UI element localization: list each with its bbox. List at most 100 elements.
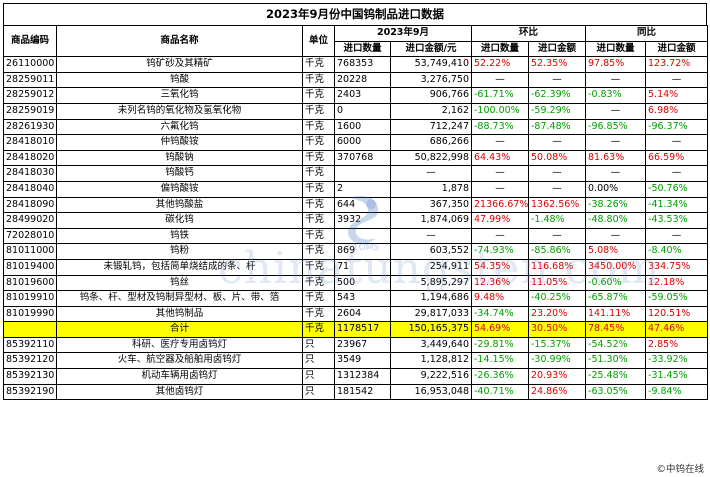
cell-amount: 29,817,033: [390, 305, 472, 323]
cell-name: 钨条、杆、型材及钨制异型材、板、片、带、箔: [56, 290, 303, 307]
cell-code: 28259012: [3, 87, 57, 104]
cell-yoy-qty: -48.80%: [585, 212, 647, 229]
col-header-mom-amount: 进口金额: [527, 40, 587, 58]
cell-unit: 只: [302, 368, 335, 385]
cell-name: 其他钨制品: [56, 305, 303, 323]
cell-yoy-qty: 81.63%: [585, 149, 647, 167]
cell-mom-qty: 21366.67%: [471, 196, 529, 214]
cell-amount: 1,878: [390, 180, 472, 198]
table-row: 81019600 钨丝 千克 500 5,895,297 12.36% 11.05% -0.6…: [3, 274, 709, 292]
cell-unit: 千克: [302, 118, 335, 136]
cell-yoy-amt: -50.76%: [645, 180, 709, 198]
cell-yoy-qty: 5.08%: [585, 243, 647, 260]
cell-yoy-qty: —: [585, 227, 647, 245]
cell-mom-amt: -87.48%: [527, 118, 587, 136]
cell-mom-amt: -40.25%: [527, 290, 587, 307]
cell-code: 81011000: [3, 243, 57, 260]
cell-yoy-amt: —: [645, 134, 709, 151]
cell-yoy-amt: -96.37%: [645, 118, 709, 136]
cell-qty: 71: [334, 258, 391, 276]
cell-mom-qty: -29.81%: [471, 336, 529, 354]
cell-name: 钨酸钙: [56, 165, 303, 182]
table-row: 85392190 其他卤钨灯只 181542 16,953,048 -40.71% 24.…: [3, 383, 709, 401]
table-row: 28259011 钨酸 千克 20228 3,276,750— — — —: [3, 71, 709, 89]
cell-qty: 768353: [334, 56, 391, 73]
cell-qty: 500: [334, 274, 391, 292]
cell-yoy-amt: -8.40%: [645, 243, 709, 260]
cell-amount: 1,128,812: [390, 352, 472, 370]
cell-mom-amt: 23.20%: [527, 305, 587, 323]
cell-mom-amt: -62.39%: [527, 87, 587, 104]
cell-yoy-amt: 6.98%: [645, 102, 709, 120]
cell-mom-amt: —: [527, 180, 587, 198]
cell-code: 28418020: [3, 149, 57, 167]
col-header-yoy: 同比: [585, 25, 709, 42]
cell-qty: 3932: [334, 212, 391, 229]
cell-mom-qty: —: [471, 227, 529, 245]
cell-yoy-amt: 5.14%: [645, 87, 709, 104]
cell-amount: 50,822,998: [390, 149, 472, 167]
cell-unit: 千克: [302, 71, 335, 89]
cell-mom-qty: -100.00%: [471, 102, 529, 120]
cell-yoy-qty: 78.45%: [585, 321, 647, 338]
cell-yoy-qty: 3450.00%: [585, 258, 647, 276]
cell-qty: 869: [334, 243, 391, 260]
cell-unit: 千克: [302, 305, 335, 323]
corner-brand: ©中钨在线: [656, 464, 704, 475]
cell-yoy-qty: —: [585, 134, 647, 151]
table-row: 81011000 钨粉 千克 869 603,552 -74.93% -85.86% 5.08…: [3, 243, 709, 260]
cell-qty: 2: [334, 180, 391, 198]
cell-qty: 23967: [334, 336, 391, 354]
col-header-period: 2023年9月: [334, 25, 472, 42]
cell-mom-amt: -85.86%: [527, 243, 587, 260]
cell-code: [3, 321, 57, 338]
cell-yoy-amt: 47.46%: [645, 321, 709, 338]
cell-code: 85392110: [3, 336, 57, 354]
cell-mom-amt: 20.93%: [527, 368, 587, 385]
cell-mom-amt: —: [527, 165, 587, 182]
cell-name: 钨矿砂及其精矿: [56, 56, 303, 73]
import-data-table: 商品编码 商品名称 单位 2023年9月 环比 同比 进口数量 进口金额/元 进…: [3, 24, 709, 401]
cell-code: 81019910: [3, 290, 57, 307]
cell-unit: 只: [302, 383, 335, 401]
cell-mom-qty: —: [471, 71, 529, 89]
cell-yoy-qty: -51.30%: [585, 352, 647, 370]
col-header-unit: 单位: [302, 24, 335, 58]
total-row: 合计 千克 1178517 150,165,375 54.69% 30.50% 78.45%…: [3, 321, 709, 338]
cell-amount: 367,350: [390, 196, 472, 214]
cell-unit: 只: [302, 336, 335, 354]
cell-name: 钨酸钠: [56, 149, 303, 167]
table-row: 72028010 钨铁 千克 — — — — —: [3, 227, 709, 245]
cell-amount: 603,552: [390, 243, 472, 260]
cell-qty: 2403: [334, 87, 391, 104]
col-header-mom-qty: 进口数量: [471, 40, 529, 58]
cell-yoy-qty: -54.52%: [585, 336, 647, 354]
col-header-amount: 进口金额/元: [390, 40, 472, 58]
cell-amount: 9,222,516: [390, 368, 472, 385]
cell-mom-amt: 24.86%: [527, 383, 587, 401]
cell-name: 其他卤钨灯: [56, 383, 303, 401]
cell-name: 钨粉: [56, 243, 303, 260]
cell-code: 28259011: [3, 71, 57, 89]
cell-name: 碳化钨: [56, 212, 303, 229]
cell-mom-amt: 50.08%: [527, 149, 587, 167]
cell-mom-qty: -61.71%: [471, 87, 529, 104]
cell-qty: 1312384: [334, 368, 391, 385]
cell-code: 28261930: [3, 118, 57, 136]
col-header-mom: 环比: [470, 25, 587, 42]
cell-yoy-amt: -59.05%: [645, 290, 709, 307]
cell-mom-qty: -40.71%: [471, 383, 529, 401]
cell-name: 未列名钨的氧化物及氢氧化物: [56, 102, 303, 120]
cell-unit: 千克: [302, 56, 335, 73]
cell-unit: 千克: [302, 87, 335, 104]
table-row: 28418020 钨酸钠 千克 370768 50,822,998 64.43% 50.08…: [3, 149, 709, 167]
cell-yoy-qty: -0.60%: [585, 274, 647, 292]
cell-qty: [334, 165, 391, 182]
cell-mom-qty: -74.93%: [471, 243, 529, 260]
col-header-yoy-amount: 进口金额: [645, 40, 709, 58]
cell-amount: 254,911: [390, 258, 472, 276]
col-header-qty: 进口数量: [334, 40, 391, 58]
cell-yoy-qty: 97.85%: [585, 56, 647, 73]
cell-mom-qty: —: [471, 180, 529, 198]
cell-code: 26110000: [3, 56, 57, 73]
